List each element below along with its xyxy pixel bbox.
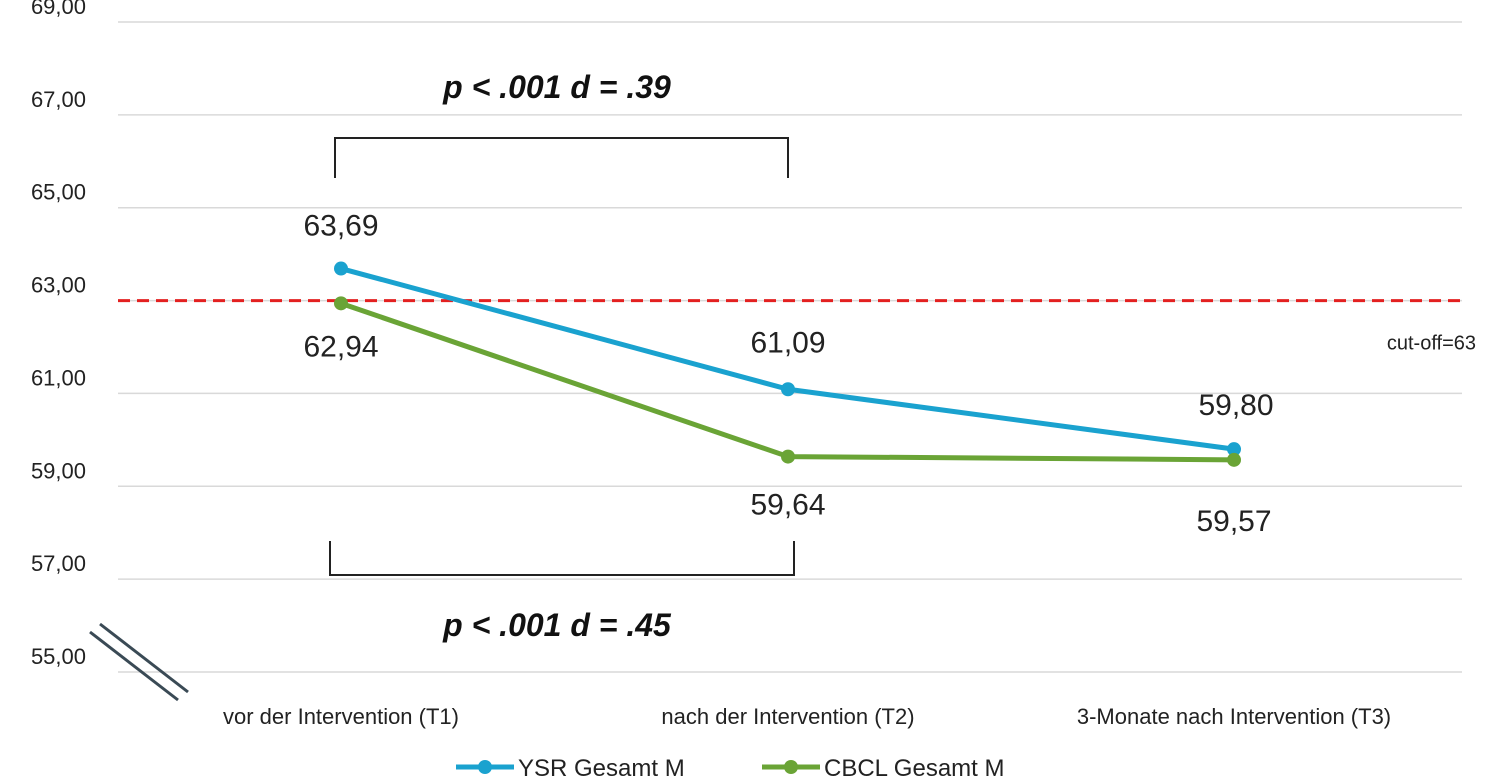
y-tick-label: 59,00: [31, 458, 86, 483]
axis-break-mark: [89, 630, 179, 702]
y-tick-label: 61,00: [31, 365, 86, 390]
data-point: [1227, 442, 1241, 457]
data-label: 59,57: [1196, 505, 1271, 538]
cutoff-label: cut-off=63: [1387, 333, 1476, 355]
series-layer: [334, 261, 1241, 467]
significance-annotation-bottom: p < .001 d = .45: [442, 607, 672, 643]
significance-bracket-bottom: [329, 541, 795, 576]
x-tick-label: 3-Monate nach Intervention (T3): [1077, 704, 1391, 729]
x-tick-label: vor der Intervention (T1): [223, 704, 459, 729]
significance-annotation-top: p < .001 d = .39: [442, 69, 671, 105]
y-tick-label: 69,00: [31, 0, 86, 19]
legend-marker: [478, 760, 492, 774]
data-point: [781, 449, 795, 464]
data-point: [1227, 452, 1241, 467]
data-label: 62,94: [303, 330, 378, 363]
data-point: [781, 382, 795, 397]
legend-label: YSR Gesamt M: [518, 755, 685, 779]
legend: YSR Gesamt M CBCL Gesamt M: [456, 755, 1004, 779]
data-label: 59,80: [1198, 389, 1273, 422]
data-labels: 63,69 61,09 59,80 62,94 59,64 59,57: [303, 210, 1273, 538]
legend-marker: [784, 760, 798, 774]
data-label: 63,69: [303, 210, 378, 243]
x-axis: vor der Intervention (T1) nach der Interv…: [223, 704, 1391, 729]
data-point: [334, 261, 348, 276]
y-tick-label: 63,00: [31, 273, 86, 298]
data-label: 59,64: [750, 489, 825, 522]
y-tick-label: 57,00: [31, 551, 86, 576]
y-tick-label: 55,00: [31, 644, 86, 669]
data-point: [334, 296, 348, 311]
significance-bracket-top: [334, 137, 789, 178]
data-label: 61,09: [750, 326, 825, 359]
y-tick-label: 67,00: [31, 87, 86, 112]
y-axis: 55,00 57,00 59,00 61,00 63,00 65,00 67,00 69,00: [31, 0, 86, 669]
y-tick-label: 65,00: [31, 180, 86, 205]
x-tick-label: nach der Intervention (T2): [661, 704, 914, 729]
legend-label: CBCL Gesamt M: [824, 755, 1004, 779]
axis-break-mark: [99, 622, 189, 694]
